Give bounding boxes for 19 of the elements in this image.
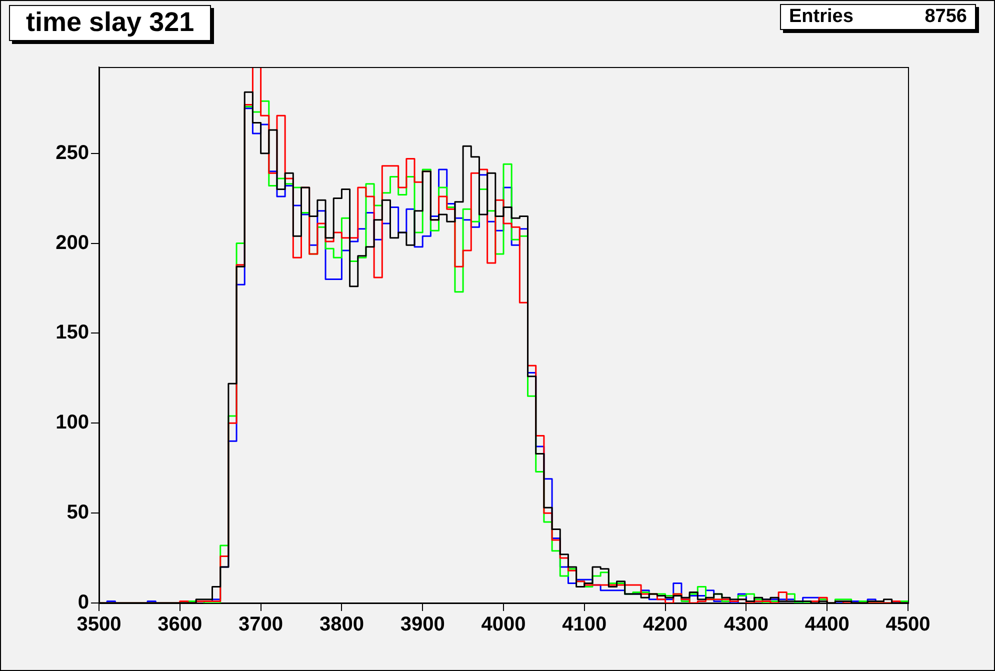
y-tick-label: 100 <box>56 412 89 434</box>
y-tick-label: 50 <box>66 502 89 524</box>
x-tick-label: 4300 <box>724 614 768 636</box>
x-tick-label: 4000 <box>481 614 526 636</box>
y-tick-label: 150 <box>56 322 89 344</box>
x-tick-label: 3500 <box>76 614 122 636</box>
x-tick-label: 3800 <box>319 614 364 636</box>
x-tick-label: 3700 <box>238 614 284 636</box>
y-tick-label: 0 <box>78 592 89 614</box>
x-tick-label: 3600 <box>158 614 202 636</box>
x-tick-label: 4200 <box>643 614 688 636</box>
y-tick-label: 200 <box>56 232 89 254</box>
text: Entries 8756 <box>789 6 967 27</box>
x-tick-label: 4500 <box>886 614 930 636</box>
chart-title: time slay 321 <box>9 5 212 41</box>
x-tick-label: 3900 <box>400 614 445 636</box>
y-tick-label: 250 <box>56 142 89 164</box>
x-tick-label: 4100 <box>562 614 607 636</box>
x-tick-label: 4400 <box>804 614 850 636</box>
